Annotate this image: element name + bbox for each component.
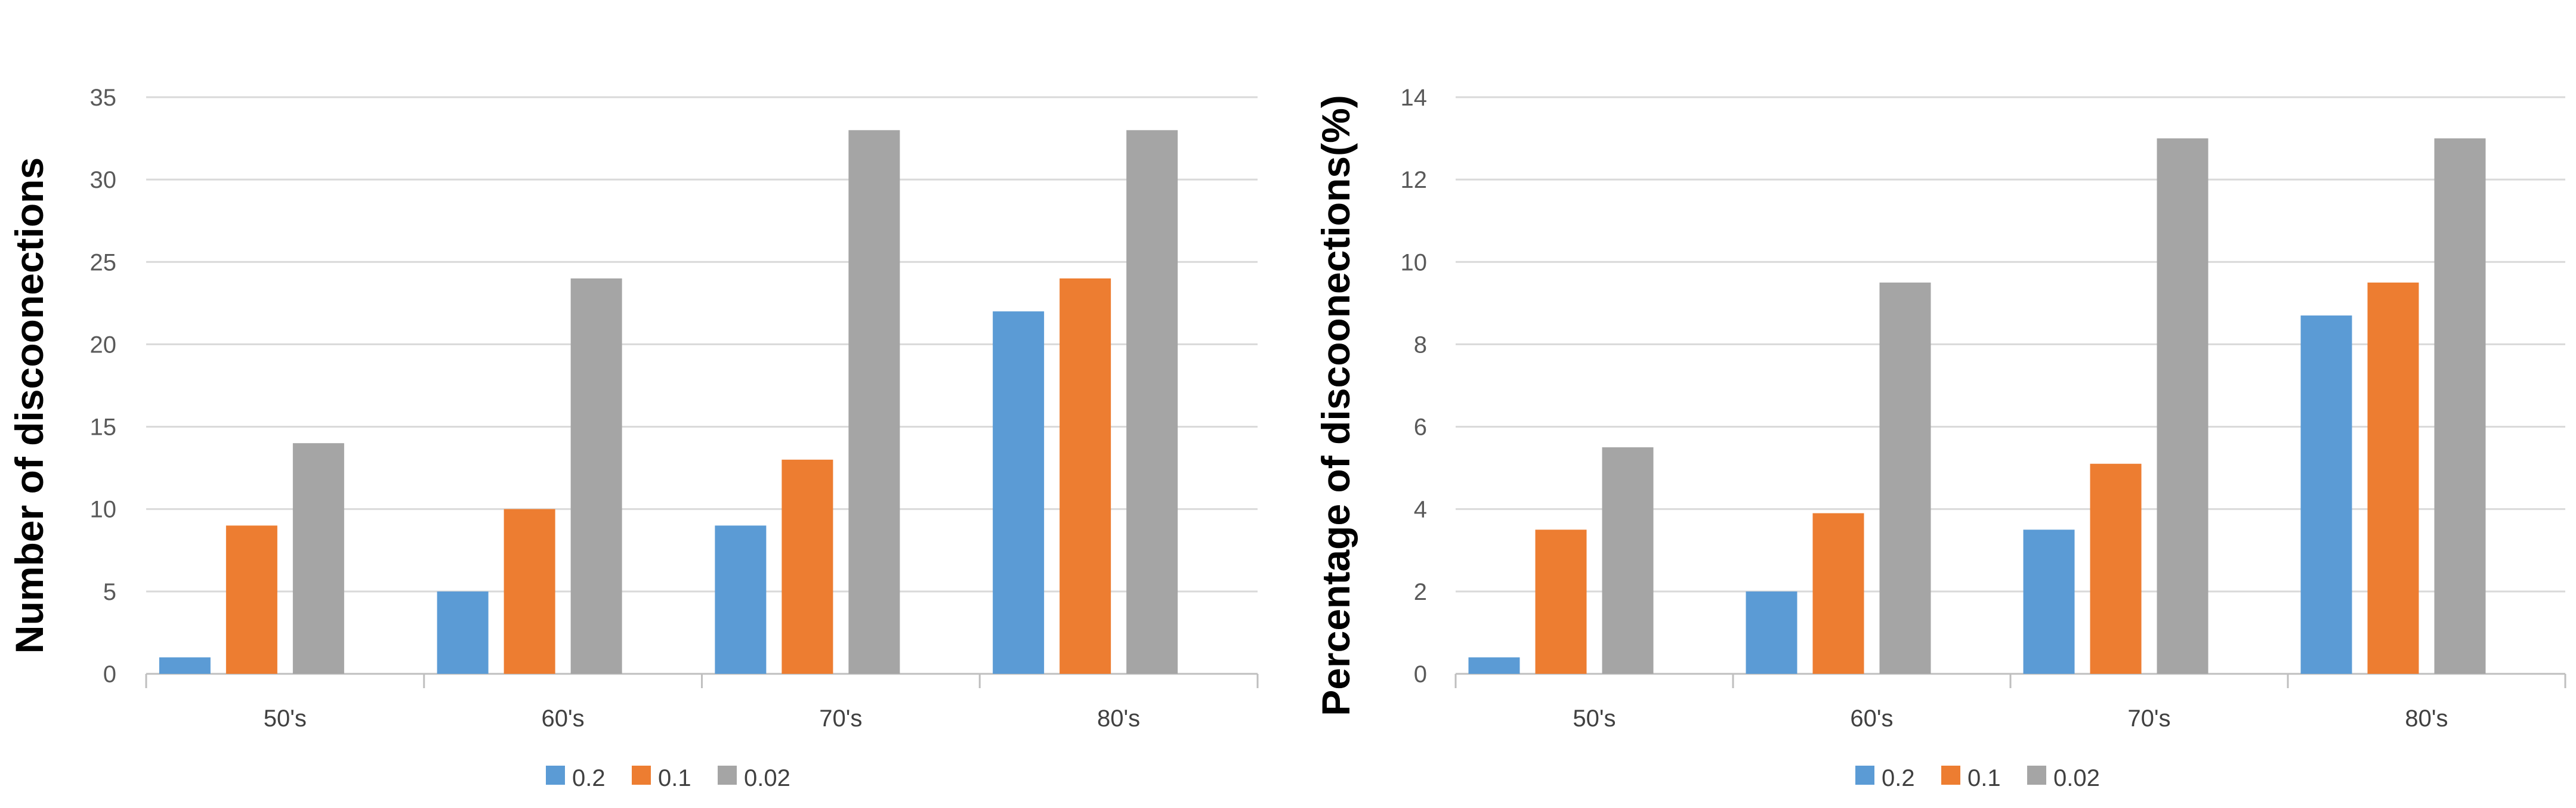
x-category-label: 50's (1573, 705, 1616, 732)
x-category-label: 80's (2405, 705, 2448, 732)
legend-swatch (2027, 766, 2046, 785)
bar-0_1-50s (1535, 530, 1587, 674)
y-tick-label: 14 (1401, 85, 1428, 111)
bar-0_02-60s (1879, 282, 1931, 674)
legend-label: 0.02 (744, 765, 790, 791)
y-tick-label: 15 (90, 414, 117, 441)
legend-swatch (632, 766, 651, 785)
y-tick-label: 0 (103, 661, 116, 688)
y-tick-label: 12 (1401, 167, 1428, 193)
legend: 0.2 0.1 0.02 (546, 765, 790, 791)
bar-0_2-50s (159, 657, 211, 674)
x-category-label: 60's (1850, 705, 1893, 732)
bar-0_1-80s (2367, 282, 2419, 674)
y-tick-label: 2 (1414, 579, 1427, 605)
bar-0_02-80s (2434, 138, 2486, 674)
bar-0_02-70s (848, 130, 900, 674)
bar-0_1-60s (504, 509, 555, 674)
bar-0_02-80s (1126, 130, 1178, 674)
y-tick-label: 8 (1414, 332, 1427, 358)
y-tick-label: 4 (1414, 497, 1427, 523)
y-tick-label: 10 (1401, 249, 1428, 275)
x-category-label: 70's (819, 705, 862, 732)
y-tick-label: 20 (90, 332, 117, 358)
y-axis-title: Number of discoonections (7, 157, 51, 654)
legend-swatch (1941, 766, 1960, 785)
y-tick-label: 0 (1414, 661, 1427, 688)
bar-0_02-70s (2157, 138, 2209, 674)
bar-0_1-50s (226, 525, 277, 674)
legend-label: 0.2 (572, 765, 606, 791)
legend-label: 0.2 (1882, 765, 1915, 791)
bar-0_02-50s (1602, 447, 1654, 674)
bar-0_2-50s (1468, 657, 1520, 674)
legend-label: 0.02 (2053, 765, 2100, 791)
bar-0_2-80s (993, 311, 1045, 674)
bar-0_2-60s (1746, 591, 1797, 674)
legend-swatch (718, 766, 737, 785)
legend-label: 0.1 (1967, 765, 2001, 791)
legend-swatch (1855, 766, 1874, 785)
bar-0_1-80s (1060, 278, 1111, 674)
y-tick-label: 35 (90, 85, 117, 111)
chart-percentage-of-disconnections: 0 2 4 6 8 10 12 14 50's 60's 70's 80's Percentage of… (1314, 85, 2566, 791)
x-category-label: 80's (1097, 705, 1140, 732)
bar-0_2-70s (715, 525, 767, 674)
bar-0_02-60s (570, 278, 622, 674)
y-tick-label: 10 (90, 497, 117, 523)
y-tick-label: 5 (103, 579, 116, 605)
bar-0_2-70s (2023, 530, 2075, 674)
legend-label: 0.1 (658, 765, 691, 791)
legend: 0.2 0.1 0.02 (1855, 765, 2100, 791)
x-category-label: 50's (264, 705, 307, 732)
x-category-label: 70's (2127, 705, 2170, 732)
bar-0_1-70s (2090, 463, 2142, 674)
y-tick-label: 25 (90, 249, 117, 275)
y-tick-label: 30 (90, 167, 117, 193)
bar-0_2-80s (2300, 315, 2352, 674)
bar-0_2-60s (437, 591, 489, 674)
legend-swatch (546, 766, 565, 785)
bar-0_1-70s (782, 459, 833, 674)
x-category-label: 60's (542, 705, 585, 732)
y-axis-title: Percentage of discoonections(%) (1314, 95, 1358, 716)
chart-number-of-disconnections: 0 5 10 15 20 25 30 35 50's 60's 70's 80's Number of … (7, 85, 1259, 791)
bar-0_1-60s (1812, 513, 1864, 674)
bar-0_02-50s (292, 443, 344, 674)
y-tick-label: 6 (1414, 414, 1427, 441)
